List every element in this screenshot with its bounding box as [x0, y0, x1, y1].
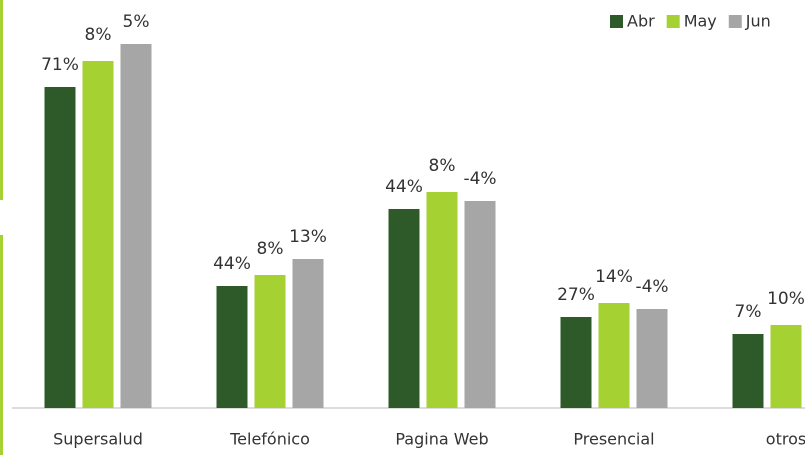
- legend-swatch: [610, 15, 623, 28]
- x-tick-label: otros: [766, 430, 805, 449]
- legend-label: May: [684, 12, 717, 31]
- bar: [44, 87, 76, 408]
- bar: [388, 209, 420, 408]
- legend-swatch: [666, 15, 680, 28]
- legend-swatch: [728, 15, 742, 28]
- data-label: 10%: [767, 289, 805, 309]
- bar: [216, 286, 248, 408]
- bar: [254, 275, 286, 408]
- data-label: 8%: [85, 25, 112, 45]
- data-label: 8%: [257, 239, 284, 259]
- data-label: 44%: [385, 177, 423, 197]
- data-label: 27%: [557, 285, 595, 305]
- data-label: -4%: [463, 169, 496, 189]
- x-tick-label: Telefónico: [229, 430, 310, 449]
- bar: [560, 317, 592, 408]
- edge-accent: [0, 235, 3, 455]
- data-label: 44%: [213, 254, 251, 274]
- bar: [598, 303, 630, 408]
- bar: [770, 325, 802, 408]
- data-label: 5%: [123, 12, 150, 32]
- data-label: 8%: [429, 156, 456, 176]
- data-label: 13%: [289, 227, 327, 247]
- x-tick-label: Supersalud: [53, 430, 143, 449]
- data-label: -4%: [635, 277, 668, 297]
- x-tick-label: Pagina Web: [395, 430, 488, 449]
- edge-accent: [0, 0, 3, 200]
- bar: [426, 192, 458, 408]
- legend-label: Jun: [745, 12, 771, 31]
- x-tick-label: Presencial: [573, 430, 654, 449]
- bar: [82, 61, 114, 408]
- bar: [120, 44, 152, 408]
- data-label: 71%: [41, 55, 79, 75]
- data-label: 7%: [735, 302, 762, 322]
- bar: [464, 201, 496, 408]
- bar: [292, 259, 324, 408]
- legend-label: Abr: [627, 12, 655, 31]
- bar: [636, 309, 668, 408]
- data-label: 14%: [595, 267, 633, 287]
- bar: [732, 334, 764, 408]
